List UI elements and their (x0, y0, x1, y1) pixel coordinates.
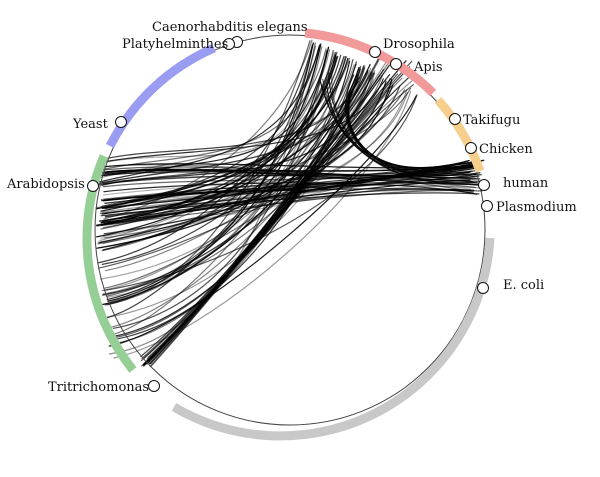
link-chord (104, 51, 336, 319)
node-label: Chicken (479, 142, 533, 157)
link-chord (100, 166, 474, 193)
node-label: Plasmodium (496, 200, 577, 215)
node-label: Caenorhabditis elegans (152, 20, 308, 35)
outer-ring (94, 34, 486, 426)
node-takifugu[interactable]: Takifugu (449, 113, 521, 128)
node-marker[interactable] (223, 38, 235, 50)
node-marker[interactable] (115, 116, 127, 128)
link-chord (106, 50, 328, 301)
link-chord (102, 188, 475, 202)
link-chord (100, 87, 412, 223)
node-marker[interactable] (449, 113, 461, 125)
link-chord (322, 78, 480, 185)
link-chord (149, 72, 375, 368)
link-chord (321, 85, 476, 170)
link-chord (146, 74, 391, 365)
node-label: Arabidopsis (6, 177, 85, 192)
node-marker[interactable] (148, 380, 160, 392)
link-chord (97, 46, 323, 245)
node-tritrichomonas[interactable]: Tritrichomonas (48, 380, 160, 395)
link-chord (100, 179, 471, 224)
node-marker[interactable] (465, 142, 477, 154)
node-drosophila[interactable]: Drosophila (369, 37, 455, 58)
node-label: Yeast (72, 117, 109, 132)
node-marker[interactable] (478, 179, 490, 191)
link-chord (102, 74, 384, 296)
node-chicken[interactable]: Chicken (465, 142, 534, 157)
node-apis[interactable]: Apis (390, 58, 443, 76)
node-label: human (503, 176, 549, 191)
group-arc-grey-right (171, 237, 495, 441)
group-arc-orange (434, 96, 485, 173)
node-marker[interactable] (369, 46, 381, 58)
node-label: Apis (413, 60, 443, 75)
link-chord (102, 174, 483, 213)
link-chord (344, 85, 477, 173)
node-label: Drosophila (383, 37, 455, 52)
node-marker[interactable] (481, 200, 493, 212)
node-plasmodium[interactable]: Plasmodium (481, 200, 577, 215)
link-chord (149, 66, 411, 365)
group-arc-blue (105, 43, 216, 149)
node-marker[interactable] (390, 58, 402, 70)
link-chord (104, 189, 472, 217)
link-chord (108, 95, 417, 347)
node-label: E. coli (503, 278, 544, 293)
link-chord (100, 185, 472, 239)
node-label: Takifugu (463, 113, 520, 128)
link-chord (140, 68, 385, 358)
node-human[interactable]: human (478, 176, 549, 191)
node-label: Tritrichomonas (48, 380, 149, 395)
node-yeast[interactable]: Yeast (72, 116, 127, 133)
link-chord (107, 42, 314, 302)
link-chord (100, 181, 476, 201)
link-chord (99, 44, 321, 183)
node-arabidopsis[interactable]: Arabidopsis (6, 177, 99, 192)
link-chord (100, 55, 339, 212)
link-chord (100, 189, 483, 227)
node-ecoli[interactable]: E. coli (477, 278, 545, 294)
node-label: Platyhelminthes (122, 37, 228, 52)
node-marker[interactable] (87, 180, 99, 192)
node-platyhelminthes[interactable]: Platyhelminthes (122, 37, 235, 52)
node-marker[interactable] (477, 282, 489, 294)
link-bundle (95, 39, 485, 368)
link-chord (101, 43, 321, 164)
